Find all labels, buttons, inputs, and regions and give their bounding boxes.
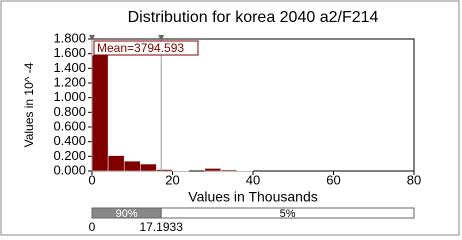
y-tick-label: 0.800 <box>53 104 86 119</box>
percentile-label: 5% <box>280 208 296 220</box>
y-tick-label: 1.400 <box>53 60 86 75</box>
y-tick-label: 1.800 <box>53 30 86 45</box>
bar <box>107 155 125 172</box>
y-axis-label: Values in 10^ -4 <box>22 62 36 147</box>
y-tick-label: 0.600 <box>53 118 86 133</box>
x-tick-label: 20 <box>165 172 179 187</box>
bar <box>220 169 238 172</box>
y-tick-label: 1.000 <box>53 89 86 104</box>
y-tick-label: 1.600 <box>53 45 86 60</box>
annotation: Mean=3794.593 <box>97 41 184 55</box>
x-tick-label: 80 <box>407 172 421 187</box>
bar <box>204 168 222 172</box>
y-tick-label: 0.000 <box>53 162 86 177</box>
delimiter-label: 17.1933 <box>140 220 184 234</box>
annotation-box <box>93 40 199 56</box>
x-axis-label: Values in Thousands <box>188 189 317 205</box>
x-tick-label: 60 <box>326 172 340 187</box>
y-tick-label: 0.200 <box>53 148 86 163</box>
chart-title: Distribution for korea 2040 a2/F214 <box>128 9 379 26</box>
delimiter-label: 0 <box>89 220 96 234</box>
y-tick-label: 0.400 <box>53 133 86 148</box>
x-tick-label: 0 <box>88 172 95 187</box>
frame <box>0 0 460 236</box>
bar <box>140 163 157 172</box>
x-tick-label: 40 <box>246 172 260 187</box>
percentile-label: 90% <box>116 208 138 220</box>
bar <box>156 169 173 172</box>
y-tick-label: 1.200 <box>53 74 86 89</box>
bar <box>123 160 141 172</box>
percentile-right <box>160 207 415 219</box>
bar <box>91 54 109 172</box>
delimiter-marker <box>89 35 95 41</box>
delimiter-marker <box>158 35 165 41</box>
